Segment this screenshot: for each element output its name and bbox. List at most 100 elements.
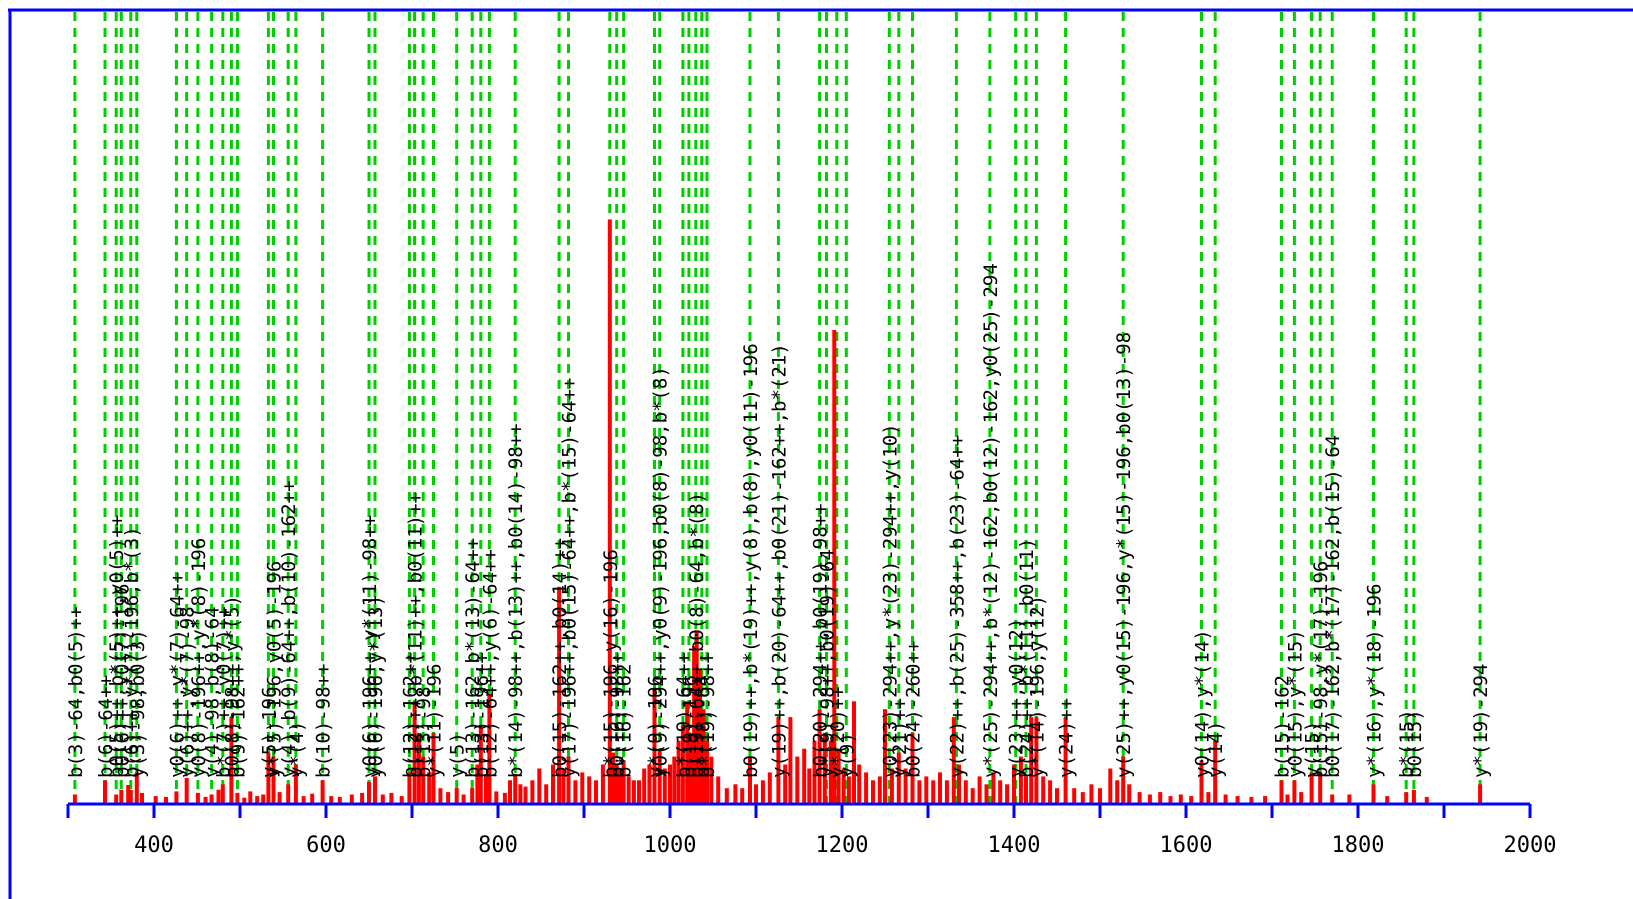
peak-annotation-label: b0(19)++,b*(19)++,y(8),b(8),y0(11)-196 [740, 343, 762, 778]
peak-bar [676, 740, 681, 804]
peak-bar [1147, 794, 1152, 804]
peak-annotation-label: b0(17)-162,b*(17)-162,b(15)-64 [1322, 435, 1344, 778]
peak-bar [286, 784, 291, 805]
peak-bar [153, 796, 158, 804]
x-tick-label: 400 [134, 833, 174, 858]
peak-bar [293, 764, 298, 804]
peak-bar [561, 768, 566, 804]
peak-bar [1178, 794, 1183, 804]
peak-annotation-label: b0(20)-294++,b0(19)-98++ [810, 503, 832, 778]
peak-bar [642, 768, 647, 804]
peak-annotation-label: y(25)++,y0(15)-196,y*(15)-196,b0(13)-98 [1113, 332, 1135, 778]
peak-bar [1404, 792, 1409, 804]
peak-bar [367, 781, 371, 804]
peak-bar [1189, 796, 1194, 804]
peak-bar [1024, 776, 1028, 805]
peak-bar [373, 776, 377, 805]
peak-bar [255, 796, 260, 804]
peak-annotation-label: b*(16)-162 [614, 664, 636, 778]
peak-annotation-label: b0(16)-98++ [607, 652, 629, 778]
peak-annotation-label: b(10)-98++ [313, 664, 335, 778]
peak-bar [360, 792, 365, 804]
peak-bar [822, 732, 827, 804]
peak-annotation-label: y0(6)-196++,y*(11)-98++ [359, 515, 381, 778]
peak-bar [140, 792, 144, 804]
peak-annotation-label: y*(25)-294++,b*(12)-162,b0(12)-162,y0(25… [980, 263, 1002, 778]
peak-annotation-label: b*(15)-196,y(16)-196 [600, 549, 622, 778]
peak-annotation-label: b(6)++,y*(7)-196,b*(3) [121, 526, 143, 778]
peak-bar [1279, 780, 1284, 804]
peak-bar [229, 717, 234, 804]
peak-annotation-label: y(24)++ [1056, 698, 1078, 778]
peak-bar [184, 777, 189, 804]
peak-bar [530, 780, 535, 804]
peak-bar [841, 768, 846, 804]
peak-bar [557, 586, 562, 805]
peak-bar [320, 780, 325, 804]
peak-bar [748, 756, 752, 804]
peak-bar [924, 776, 929, 805]
peak-bar [951, 717, 956, 804]
plot-frame [8, 8, 1633, 899]
peak-annotation-label: y(23)++,y0(12) [1006, 618, 1028, 778]
peak-bar [836, 748, 841, 804]
peak-annotation-label: b(13)-162,b*(13)-64++ [462, 538, 484, 778]
peak-bar [431, 732, 436, 804]
peak-bar [618, 768, 623, 804]
peak-bar [864, 772, 869, 804]
peak-annotation-label: y*(5)-196,y0(5)-196 [264, 561, 286, 778]
peak-bar [832, 330, 837, 804]
peak-annotation-label: y0(23)-294++,y*(23)-294++,y(10) [879, 423, 901, 778]
peak-bar [349, 794, 354, 804]
peak-bar [134, 772, 139, 804]
peak-annotation-label: y*(16),y*(18)-196 [1364, 584, 1386, 778]
peak-bar [672, 756, 677, 804]
x-tick-label: 1200 [816, 833, 869, 858]
peak-annotation-label: y*(9)-196 [645, 675, 667, 778]
peak-bar [261, 794, 266, 804]
peak-annotation-label: b(13)-98 [413, 686, 435, 778]
peak-bar [970, 788, 975, 804]
peak-bar [587, 776, 592, 805]
peak-annotation-label: b0(15) [1404, 709, 1426, 778]
peak-bar [883, 709, 887, 804]
peak-annotation-label: b0(15)-162++,b0(14)++ [549, 538, 571, 778]
x-tick-label: 1400 [988, 833, 1041, 858]
x-tick-label: 1600 [1160, 833, 1213, 858]
peak-annotation-label: y0(6)++,y*(7)-64++ [166, 572, 188, 778]
peak-bar [688, 732, 693, 804]
peak-bar [407, 772, 412, 804]
peak-bar [235, 792, 240, 804]
annotation-lines [73, 12, 1482, 804]
peak-bar [733, 784, 738, 805]
peak-bar [513, 774, 518, 804]
peak-bar [1347, 794, 1352, 804]
peak-bar [767, 772, 772, 804]
peak-bar [119, 789, 124, 804]
peak-bar [1115, 780, 1120, 804]
peak-bar [220, 784, 225, 805]
peak-bar [103, 780, 107, 804]
peak-bar [1263, 796, 1268, 804]
peak-bar [1371, 784, 1376, 805]
peak-bar [203, 796, 208, 804]
peak-bar [1249, 796, 1254, 804]
peak-bar [1168, 796, 1173, 804]
peak-bar [438, 788, 443, 804]
peak-bar [1055, 788, 1059, 804]
peak-bar [760, 780, 765, 804]
peak-annotation-label: y*(19)-294 [1470, 664, 1492, 778]
peak-bar [871, 780, 875, 804]
peak-annotation-label: b(9)-162++ [227, 664, 249, 778]
peak-annotation-label: b0(8)-98++,y*(5) [221, 595, 243, 778]
peak-bar [817, 709, 822, 804]
peak-annotation-label: b(24)++,b*(11),b0(11) [1016, 538, 1038, 778]
peak-bar [551, 764, 555, 804]
peak-bar [580, 772, 585, 804]
peak-annotation-label: y*(9)-98++,b0(19)-64 [817, 549, 839, 778]
peak-bar [607, 219, 612, 804]
peak-bar [657, 748, 662, 804]
peak-bar [1137, 792, 1142, 804]
peak-bar [938, 772, 942, 804]
peak-bar [812, 740, 817, 804]
